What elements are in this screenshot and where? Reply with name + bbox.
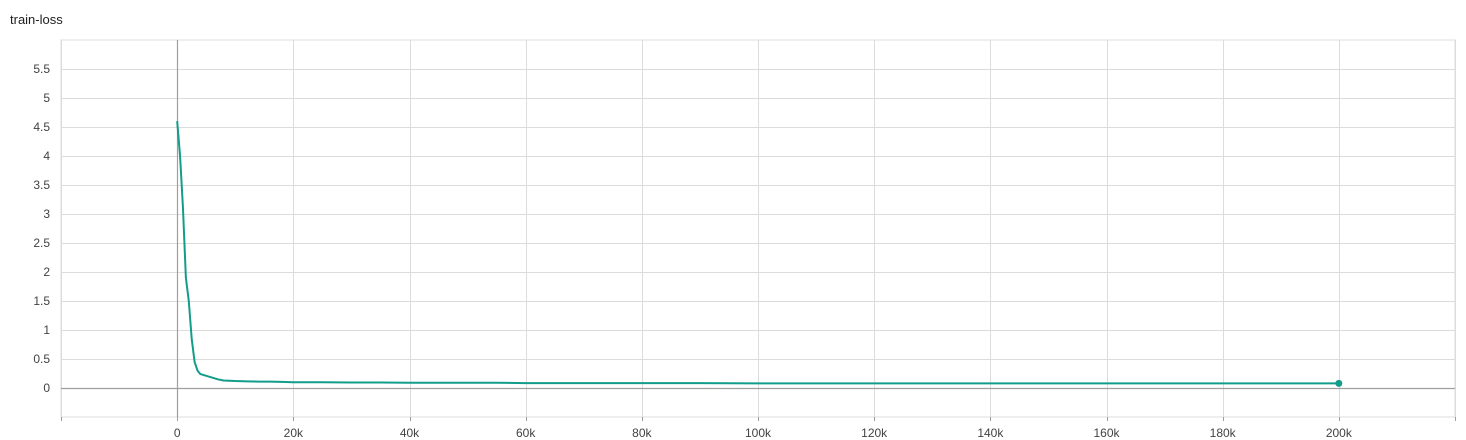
x-tick-label: 80k: [632, 426, 652, 440]
x-tick-label: 200k: [1326, 426, 1353, 440]
x-tick-label: 20k: [284, 426, 304, 440]
y-tick-label: 1.5: [33, 294, 50, 308]
x-tick-label: 100k: [745, 426, 772, 440]
x-tick-label: 40k: [400, 426, 420, 440]
y-tick-label: 0: [43, 381, 50, 395]
y-tick-label: 5: [43, 91, 50, 105]
x-tick-label: 120k: [861, 426, 888, 440]
chart-title: train-loss: [10, 12, 63, 27]
y-tick-label: 5.5: [33, 62, 50, 76]
x-tick-label: 140k: [977, 426, 1004, 440]
x-tick-label: 0: [174, 426, 181, 440]
series-line: [176, 121, 1339, 385]
x-tick-label: 60k: [516, 426, 536, 440]
y-tick-label: 2.5: [33, 236, 50, 250]
y-tick-label: 2: [43, 265, 50, 279]
y-tick-label: 3: [43, 207, 50, 221]
series-end-point: [1335, 379, 1343, 387]
x-tick-label: 180k: [1210, 426, 1237, 440]
y-tick-label: 1: [43, 323, 50, 337]
y-tick-label: 4: [43, 149, 50, 163]
y-tick-label: 4.5: [33, 120, 50, 134]
y-tick-label: 3.5: [33, 178, 50, 192]
x-tick-label: 160k: [1093, 426, 1120, 440]
y-tick-label: 0.5: [33, 352, 50, 366]
